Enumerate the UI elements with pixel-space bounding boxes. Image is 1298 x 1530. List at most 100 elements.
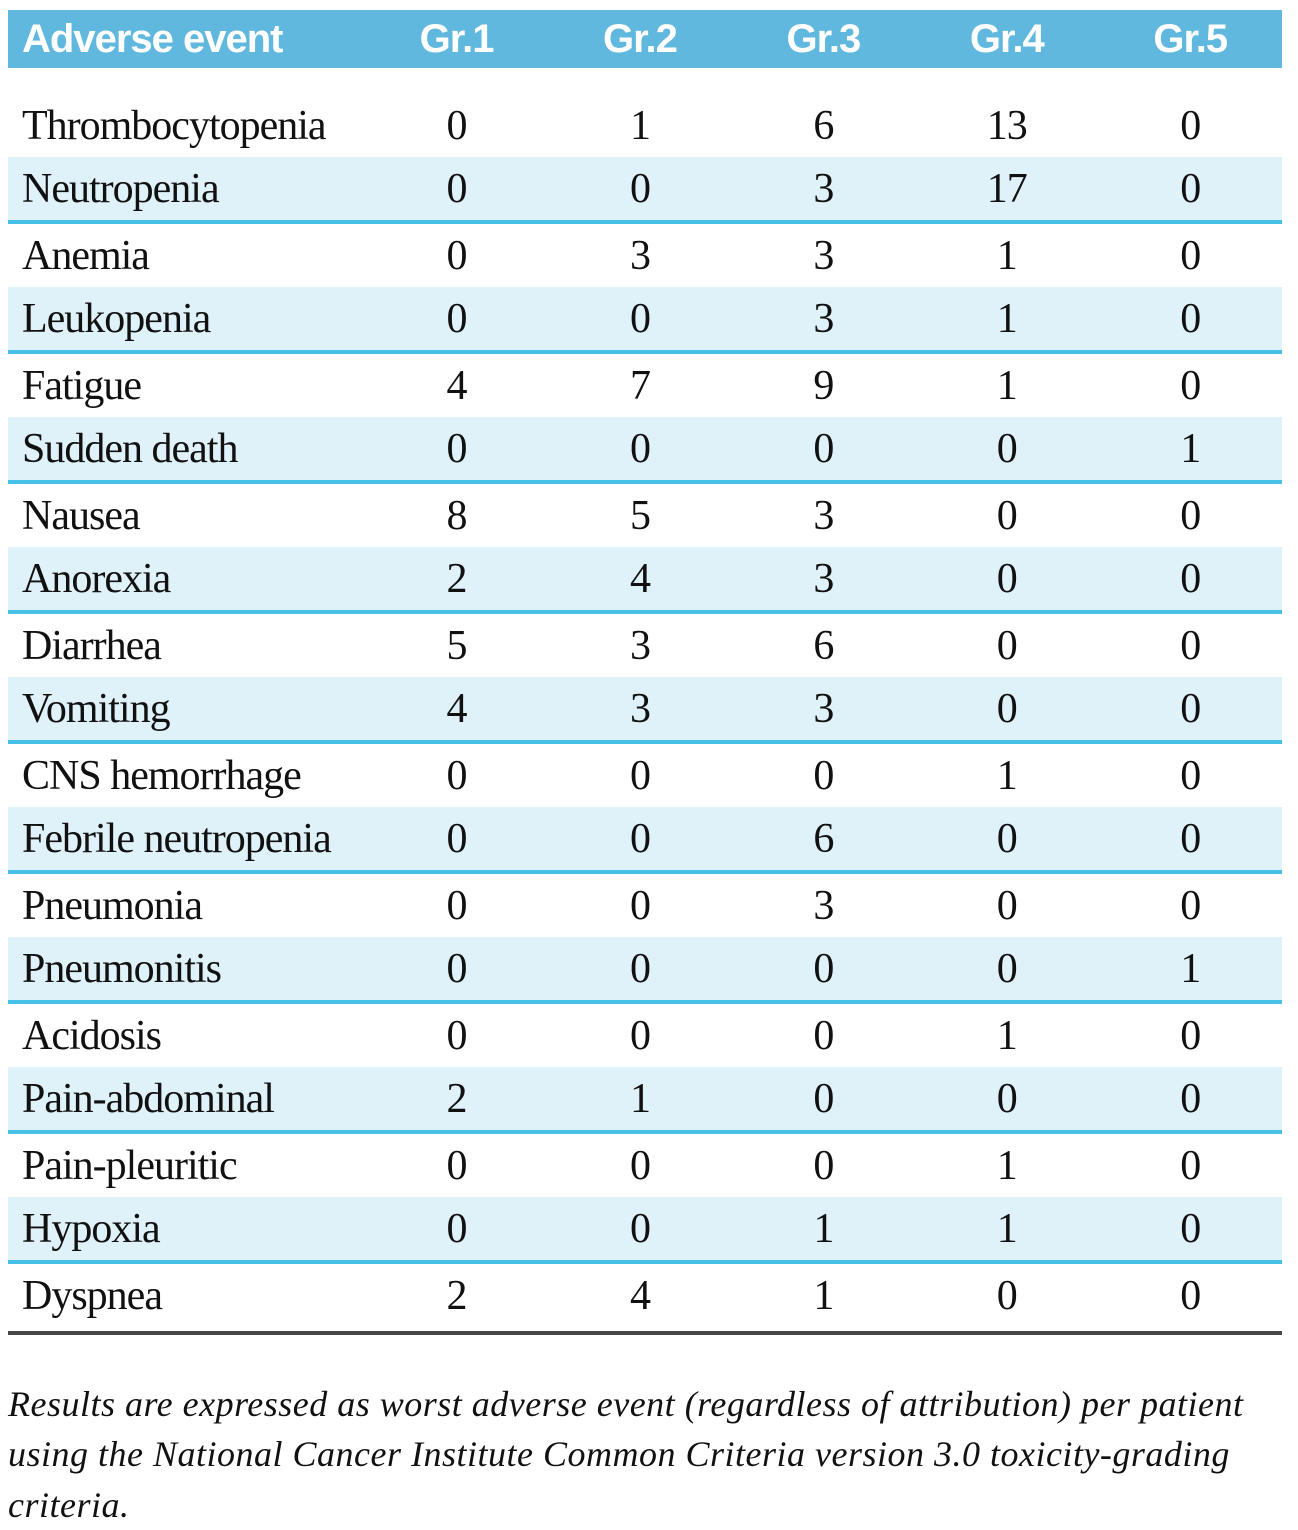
cell-value: 0 bbox=[915, 807, 1099, 874]
cell-value: 1 bbox=[1098, 417, 1282, 484]
cell-value: 0 bbox=[446, 102, 468, 149]
row-label: Dyspnea bbox=[22, 1272, 163, 1319]
cell-value: 0 bbox=[915, 677, 1099, 744]
cell-value: 4 bbox=[364, 677, 549, 744]
cell-value: 0 bbox=[813, 752, 834, 799]
cell-value: 0 bbox=[1098, 157, 1282, 224]
table-body: Thrombocytopenia 0 1 6 13 0 Neutropenia 0 0 3 17 0 A… bbox=[8, 68, 1282, 1327]
cell-value: 1 bbox=[915, 287, 1099, 354]
cell-value: 1 bbox=[996, 1012, 1018, 1059]
table-row: Pneumonitis 0 0 0 0 1 bbox=[8, 937, 1282, 1004]
cell-value: 0 bbox=[813, 1142, 834, 1189]
cell-value: 1 bbox=[731, 1197, 916, 1264]
cell-value: 0 bbox=[915, 1067, 1099, 1134]
cell-value: 6 bbox=[813, 102, 834, 149]
column-header-gr1: Gr.1 bbox=[364, 10, 549, 68]
cell-value: 4 bbox=[629, 1272, 651, 1319]
cell-value: 1 bbox=[996, 1142, 1018, 1189]
row-label: Pneumonia bbox=[22, 882, 203, 929]
cell-value: 1 bbox=[629, 102, 651, 149]
cell-value: 0 bbox=[364, 1197, 549, 1264]
cell-value: 0 bbox=[446, 1142, 468, 1189]
table-row: Sudden death 0 0 0 0 1 bbox=[8, 417, 1282, 484]
row-label: Pneumonitis bbox=[8, 937, 365, 1004]
cell-value: 0 bbox=[1180, 882, 1201, 929]
cell-value: 5 bbox=[446, 622, 468, 669]
row-label: Vomiting bbox=[8, 677, 365, 744]
cell-value: 2 bbox=[364, 1067, 549, 1134]
cell-value: 0 bbox=[915, 417, 1099, 484]
table-bottom-rule bbox=[8, 1331, 1282, 1335]
cell-value: 0 bbox=[996, 1272, 1018, 1319]
cell-value: 0 bbox=[364, 807, 549, 874]
cell-value: 1 bbox=[548, 1067, 732, 1134]
column-header-gr5: Gr.5 bbox=[1098, 10, 1282, 68]
table-row: CNS hemorrhage 0 0 0 1 0 bbox=[8, 742, 1282, 807]
cell-value: 3 bbox=[548, 677, 732, 744]
table-row: Thrombocytopenia 0 1 6 13 0 bbox=[8, 68, 1282, 157]
cell-value: 7 bbox=[629, 362, 651, 409]
table-row: Leukopenia 0 0 3 1 0 bbox=[8, 287, 1282, 354]
cell-value: 9 bbox=[813, 362, 834, 409]
cell-value: 0 bbox=[548, 807, 732, 874]
table-row: Anorexia 2 4 3 0 0 bbox=[8, 547, 1282, 614]
cell-value: 1 bbox=[1098, 937, 1282, 1004]
cell-value: 3 bbox=[813, 232, 834, 279]
cell-value: 0 bbox=[629, 882, 651, 929]
cell-value: 17 bbox=[915, 157, 1099, 224]
table-row: Dyspnea 2 4 1 0 0 bbox=[8, 1262, 1282, 1327]
adverse-events-table: Adverse event Gr.1 Gr.2 Gr.3 Gr.4 Gr.5 T… bbox=[8, 10, 1282, 1327]
cell-value: 6 bbox=[813, 622, 834, 669]
footnote: Results are expressed as worst adverse e… bbox=[8, 1384, 1244, 1525]
cell-value: 0 bbox=[548, 417, 732, 484]
cell-value: 13 bbox=[986, 102, 1028, 149]
cell-value: 0 bbox=[731, 937, 916, 1004]
table-row: Diarrhea 5 3 6 0 0 bbox=[8, 612, 1282, 677]
cell-value: 0 bbox=[364, 937, 549, 1004]
cell-value: 0 bbox=[915, 547, 1099, 614]
cell-value: 2 bbox=[446, 1272, 468, 1319]
cell-value: 3 bbox=[731, 287, 916, 354]
table-row: Pain-pleuritic 0 0 0 1 0 bbox=[8, 1132, 1282, 1197]
cell-value: 0 bbox=[548, 1197, 732, 1264]
cell-value: 0 bbox=[1180, 1272, 1201, 1319]
cell-value: 0 bbox=[364, 417, 549, 484]
table-row: Vomiting 4 3 3 0 0 bbox=[8, 677, 1282, 744]
column-header-gr4: Gr.4 bbox=[915, 10, 1099, 68]
cell-value: 0 bbox=[915, 937, 1099, 1004]
column-header-gr2: Gr.2 bbox=[548, 10, 732, 68]
row-label: Thrombocytopenia bbox=[22, 102, 327, 149]
row-label: Febrile neutropenia bbox=[8, 807, 365, 874]
cell-value: 1 bbox=[813, 1272, 834, 1319]
row-label: Neutropenia bbox=[8, 157, 365, 224]
cell-value: 0 bbox=[996, 492, 1018, 539]
cell-value: 0 bbox=[1098, 1067, 1282, 1134]
table-row: Acidosis 0 0 0 1 0 bbox=[8, 1002, 1282, 1067]
table-row: Pain-abdominal 2 1 0 0 0 bbox=[8, 1067, 1282, 1134]
row-label: Pain-abdominal bbox=[8, 1067, 365, 1134]
table-row: Neutropenia 0 0 3 17 0 bbox=[8, 157, 1282, 224]
cell-value: 0 bbox=[1098, 1197, 1282, 1264]
cell-value: 0 bbox=[629, 752, 651, 799]
cell-value: 0 bbox=[1180, 492, 1201, 539]
cell-value: 0 bbox=[364, 287, 549, 354]
table-row: Pneumonia 0 0 3 0 0 bbox=[8, 872, 1282, 937]
row-label: Hypoxia bbox=[8, 1197, 365, 1264]
row-label: CNS hemorrhage bbox=[22, 752, 302, 799]
cell-value: 0 bbox=[1180, 232, 1201, 279]
cell-value: 0 bbox=[446, 232, 468, 279]
cell-value: 0 bbox=[548, 157, 732, 224]
cell-value: 2 bbox=[364, 547, 549, 614]
cell-value: 3 bbox=[629, 232, 651, 279]
cell-value: 1 bbox=[996, 232, 1018, 279]
cell-value: 0 bbox=[1180, 1012, 1201, 1059]
cell-value: 0 bbox=[1180, 102, 1201, 149]
table-row: Hypoxia 0 0 1 1 0 bbox=[8, 1197, 1282, 1264]
cell-value: 4 bbox=[446, 362, 468, 409]
cell-value: 0 bbox=[996, 882, 1018, 929]
cell-value: 3 bbox=[731, 157, 916, 224]
cell-value: 3 bbox=[813, 492, 834, 539]
cell-value: 3 bbox=[731, 677, 916, 744]
cell-value: 0 bbox=[1180, 752, 1201, 799]
